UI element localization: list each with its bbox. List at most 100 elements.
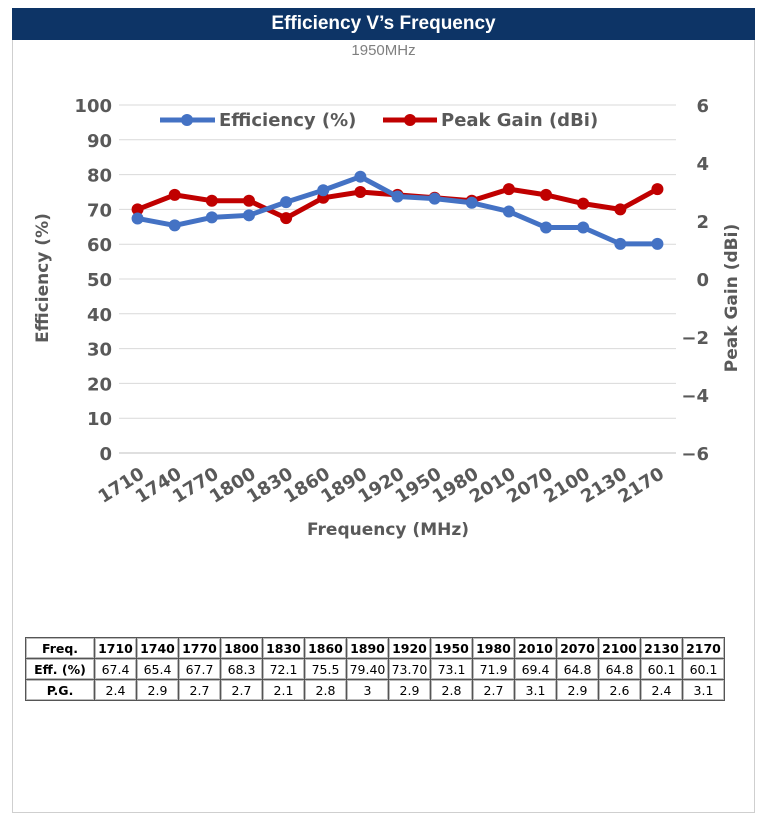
efficiency-point xyxy=(614,237,627,250)
y-left-tick-label: 30 xyxy=(87,340,112,361)
table-cell: 2130 xyxy=(640,637,683,659)
y-left-tick-label: 60 xyxy=(87,235,112,256)
peak-gain-point xyxy=(131,203,144,216)
table-cell: 1740 xyxy=(136,637,179,659)
table-cell: 2.7 xyxy=(472,679,515,701)
efficiency-point xyxy=(131,212,144,225)
table-cell: 60.1 xyxy=(682,658,725,680)
efficiency-point xyxy=(280,196,293,209)
table-row: Eff. (%) 67.4 65.4 67.7 68.3 72.1 75.5 79.40 73.… xyxy=(25,658,725,680)
peak-gain-point xyxy=(168,188,181,201)
table-cell: 2100 xyxy=(598,637,641,659)
data-table: Freq. 1710 1740 1770 1800 1830 1860 1890 1920 195… xyxy=(25,637,725,701)
y-right-tick-label: −6 xyxy=(681,444,709,465)
peak-gain-point xyxy=(614,203,627,216)
efficiency-point xyxy=(391,190,404,203)
table-cell: 72.1 xyxy=(262,658,305,680)
y-left-tick-label: 70 xyxy=(87,200,112,221)
table-row: P.G. 2.4 2.9 2.7 2.7 2.1 2.8 3 2.9 2.8 2.7 3.1 2.9 2.… xyxy=(25,679,725,701)
y-left-tick-label: 100 xyxy=(74,96,112,117)
table-cell: 67.7 xyxy=(178,658,221,680)
table-cell: 2.9 xyxy=(388,679,431,701)
efficiency-point xyxy=(651,237,664,250)
table-cell: 2.4 xyxy=(94,679,137,701)
table-row-label: P.G. xyxy=(25,679,95,701)
y-axis-right-title: Peak Gain (dBi) xyxy=(722,224,742,372)
table-cell: 2.4 xyxy=(640,679,683,701)
table-cell: 1920 xyxy=(388,637,431,659)
table-row-label: Freq. xyxy=(25,637,95,659)
table-cell: 2.6 xyxy=(598,679,641,701)
table-cell: 2170 xyxy=(682,637,725,659)
table-cell: 73.70 xyxy=(388,658,431,680)
y-left-tick-label: 80 xyxy=(87,166,112,187)
legend-efficiency-marker xyxy=(181,114,193,126)
table-cell: 2.9 xyxy=(136,679,179,701)
y-right-tick-label: −2 xyxy=(681,328,709,349)
legend-peak-gain-label: Peak Gain (dBi) xyxy=(441,110,598,131)
right-axis-ticks: −6 −4 −2 0 2 4 6 xyxy=(681,96,709,465)
table-cell: 79.40 xyxy=(346,658,389,680)
efficiency-point xyxy=(465,196,478,209)
legend-efficiency-label: Efficiency (%) xyxy=(219,110,356,131)
table-cell: 1890 xyxy=(346,637,389,659)
table-cell: 3.1 xyxy=(682,679,725,701)
table-cell: 1710 xyxy=(94,637,137,659)
y-right-tick-label: 2 xyxy=(696,212,709,233)
table-cell: 1800 xyxy=(220,637,263,659)
table-cell: 60.1 xyxy=(640,658,683,680)
efficiency-point xyxy=(242,209,255,222)
table-cell: 71.9 xyxy=(472,658,515,680)
peak-gain-point xyxy=(205,194,218,207)
y-axis-left-title: Efficiency (%) xyxy=(33,213,53,343)
table-row: Freq. 1710 1740 1770 1800 1830 1860 1890 1920 195… xyxy=(25,637,725,659)
figure-frame xyxy=(12,8,755,813)
y-left-tick-label: 0 xyxy=(99,444,112,465)
y-left-tick-label: 20 xyxy=(87,374,112,395)
table-cell: 1770 xyxy=(178,637,221,659)
efficiency-line xyxy=(137,174,658,247)
legend-peak-gain-marker xyxy=(404,114,416,126)
table-row-label: Eff. (%) xyxy=(25,658,95,680)
gridlines xyxy=(119,104,676,454)
efficiency-point xyxy=(205,211,218,224)
table-cell: 2.1 xyxy=(262,679,305,701)
table-cell: 2010 xyxy=(514,637,557,659)
y-right-tick-label: 4 xyxy=(696,154,709,175)
table-cell: 67.4 xyxy=(94,658,137,680)
left-axis-ticks: 0 10 20 30 40 50 60 70 80 90 100 xyxy=(74,96,112,465)
x-axis-title: Frequency (MHz) xyxy=(307,520,469,540)
table-cell: 2.8 xyxy=(304,679,347,701)
table-cell: 2070 xyxy=(556,637,599,659)
y-left-tick-label: 50 xyxy=(87,270,112,291)
efficiency-point xyxy=(354,170,367,183)
table-cell: 2.8 xyxy=(430,679,473,701)
y-left-tick-label: 90 xyxy=(87,131,112,152)
y-right-tick-label: −4 xyxy=(681,386,709,407)
table-cell: 65.4 xyxy=(136,658,179,680)
efficiency-point xyxy=(577,221,590,234)
series-efficiency xyxy=(131,170,664,250)
table-cell: 2.9 xyxy=(556,679,599,701)
efficiency-point xyxy=(428,192,441,205)
y-left-tick-label: 40 xyxy=(87,305,112,326)
table-cell: 1950 xyxy=(430,637,473,659)
y-right-tick-label: 0 xyxy=(696,270,709,291)
efficiency-point xyxy=(317,184,330,197)
legend: Efficiency (%) Peak Gain (dBi) xyxy=(160,110,598,131)
y-left-tick-label: 10 xyxy=(87,409,112,430)
table-cell: 1830 xyxy=(262,637,305,659)
efficiency-point xyxy=(502,205,515,218)
peak-gain-point xyxy=(354,186,367,198)
table-cell: 3.1 xyxy=(514,679,557,701)
table-cell: 2.7 xyxy=(220,679,263,701)
y-right-tick-label: 6 xyxy=(696,96,709,117)
table-cell: 64.8 xyxy=(598,658,641,680)
peak-gain-point xyxy=(242,194,255,207)
peak-gain-point xyxy=(502,183,515,196)
peak-gain-point xyxy=(280,212,293,225)
table-cell: 2.7 xyxy=(178,679,221,701)
table-cell: 73.1 xyxy=(430,658,473,680)
table-cell: 64.8 xyxy=(556,658,599,680)
page-subtitle: 1950MHz xyxy=(351,42,416,59)
